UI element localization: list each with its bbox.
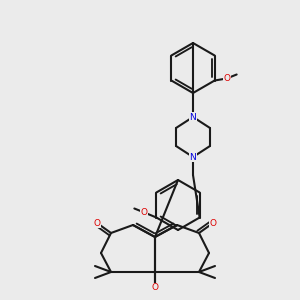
Text: O: O [209,218,217,227]
Text: O: O [152,284,158,292]
Text: O: O [223,74,230,83]
Text: N: N [190,112,196,122]
Text: O: O [94,218,100,227]
Text: N: N [190,152,196,161]
Text: O: O [141,208,148,217]
